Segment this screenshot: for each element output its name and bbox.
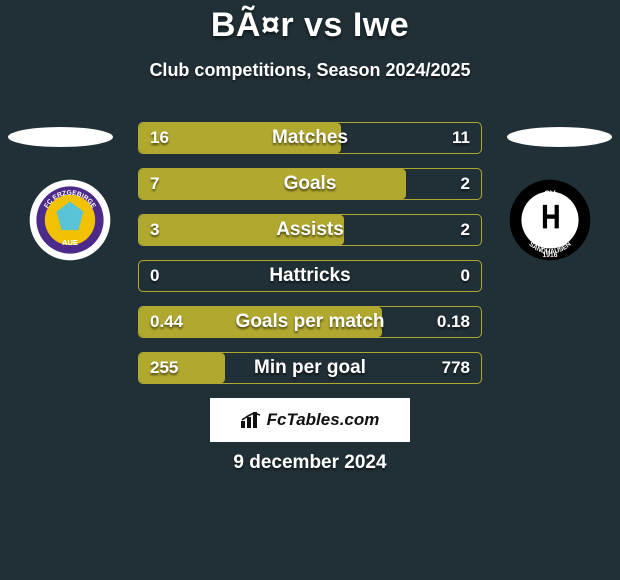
page-title: BÃ¤r vs Iwe bbox=[0, 6, 620, 45]
stat-bar-track bbox=[138, 306, 482, 338]
stat-value-left: 0.44 bbox=[150, 306, 183, 338]
stat-value-left: 3 bbox=[150, 214, 159, 246]
stat-bar-track bbox=[138, 214, 482, 246]
stat-value-right: 778 bbox=[442, 352, 470, 384]
brand-badge: FcTables.com bbox=[210, 398, 410, 442]
stat-bar-track bbox=[138, 260, 482, 292]
stat-value-left: 7 bbox=[150, 168, 159, 200]
stat-bar-fill bbox=[139, 215, 344, 245]
stat-value-right: 2 bbox=[461, 214, 470, 246]
svg-text:1916: 1916 bbox=[543, 252, 558, 259]
page-subtitle: Club competitions, Season 2024/2025 bbox=[0, 60, 620, 81]
stat-bar-track bbox=[138, 352, 482, 384]
stat-row: Hattricks00 bbox=[138, 260, 482, 292]
stat-bar-track bbox=[138, 168, 482, 200]
stat-row: Min per goal255778 bbox=[138, 352, 482, 384]
chart-icon bbox=[241, 412, 261, 428]
stat-value-left: 255 bbox=[150, 352, 178, 384]
stat-value-right: 2 bbox=[461, 168, 470, 200]
crest-left: FC ERZGEBIRGE AUE bbox=[20, 178, 120, 262]
stat-value-left: 16 bbox=[150, 122, 169, 154]
stat-row: Goals72 bbox=[138, 168, 482, 200]
svg-text:SV: SV bbox=[544, 188, 556, 198]
shadow-ellipse-left bbox=[8, 127, 113, 147]
stat-row: Matches1611 bbox=[138, 122, 482, 154]
stat-bar-fill bbox=[139, 123, 341, 153]
stats-bars: Matches1611Goals72Assists32Hattricks00Go… bbox=[138, 122, 482, 398]
brand-text: FcTables.com bbox=[267, 410, 380, 430]
stat-value-right: 0.18 bbox=[437, 306, 470, 338]
comparison-card: BÃ¤r vs Iwe Club competitions, Season 20… bbox=[0, 0, 620, 580]
stat-value-right: 11 bbox=[452, 122, 470, 154]
stat-bar-fill bbox=[139, 169, 406, 199]
stat-row: Goals per match0.440.18 bbox=[138, 306, 482, 338]
stat-bar-track bbox=[138, 122, 482, 154]
stat-value-left: 0 bbox=[150, 260, 159, 292]
stat-value-right: 0 bbox=[461, 260, 470, 292]
date-text: 9 december 2024 bbox=[0, 452, 620, 474]
stat-row: Assists32 bbox=[138, 214, 482, 246]
shadow-ellipse-right bbox=[507, 127, 612, 147]
svg-text:AUE: AUE bbox=[62, 238, 78, 247]
crest-right: SV SANDHAUSEN 1916 bbox=[500, 178, 600, 262]
